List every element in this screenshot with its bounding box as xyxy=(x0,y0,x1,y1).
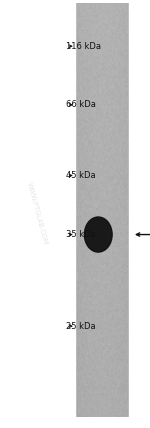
Text: WWW.PTGLAB.COM: WWW.PTGLAB.COM xyxy=(26,182,49,246)
Text: 116 kDa: 116 kDa xyxy=(66,42,101,51)
Text: 35 kDa: 35 kDa xyxy=(66,230,96,239)
Text: 66 kDa: 66 kDa xyxy=(66,100,96,110)
Text: 45 kDa: 45 kDa xyxy=(66,171,96,180)
Text: 25 kDa: 25 kDa xyxy=(66,321,96,331)
Ellipse shape xyxy=(84,217,112,252)
Bar xyxy=(129,0,150,428)
Bar xyxy=(0,0,75,428)
